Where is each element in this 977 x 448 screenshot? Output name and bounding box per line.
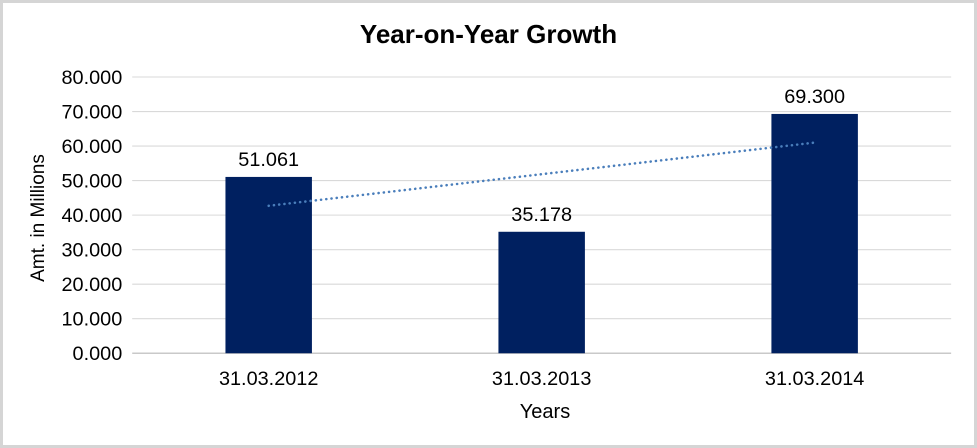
bar-31.03.2012 [225,176,312,354]
y-tick-label: 60.000 [61,136,122,158]
x-category-label: 31.03.2014 [765,368,864,390]
y-tick-label: 80.000 [61,67,122,89]
data-label: 51.061 [238,149,299,171]
x-category-label: 31.03.2012 [219,368,318,390]
trendline [267,141,816,208]
y-tick-label: 0.000 [73,343,123,365]
y-tick-label: 20.000 [61,274,122,296]
chart-plot-area: 0.000 10.000 20.000 30.000 40.000 50.000 60.00… [61,67,952,390]
y-tick-label: 70.000 [61,101,122,123]
x-category-label: 31.03.2013 [492,368,591,390]
y-tick-label: 30.000 [61,240,122,262]
data-label: 35.178 [511,204,572,226]
data-label: 69.300 [784,86,845,108]
bar-31.03.2013 [498,231,585,354]
bar-31.03.2014 [771,113,858,354]
x-axis-title: Years [519,401,571,423]
y-tick-label: 40.000 [61,205,122,227]
y-tick-label: 50.000 [61,171,122,193]
y-axis-title: Amt. in Millions [28,154,49,282]
y-tick-label: 10.000 [61,309,122,331]
chart-title: Year-on-Year Growth [359,19,618,49]
